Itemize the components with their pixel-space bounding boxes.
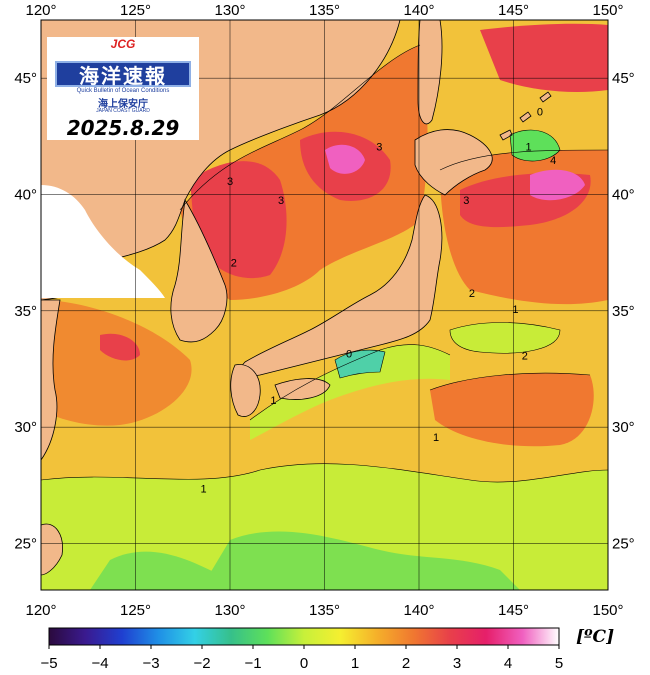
longitude-label-top: 145°: [498, 2, 529, 19]
contour-label: 3: [227, 176, 233, 188]
logo-subtitle: Quick Bulletin of Ocean Conditions: [76, 88, 170, 94]
contour-labels: 3 3 3 3 2 2 2 1 1 1 1 0 0 1 4: [200, 106, 556, 495]
latitude-label-right: 40°: [612, 186, 635, 203]
contour-label: 1: [526, 141, 532, 153]
longitude-label-bottom: 130°: [214, 602, 245, 619]
anomaly-region-okhotsk-warm: [480, 23, 608, 92]
anomaly-region-pacific-southeast: [430, 373, 594, 447]
colorbar-tick-label: −4: [91, 655, 108, 672]
contour-label: 2: [469, 288, 475, 300]
logo-jcg-mark: JCG: [110, 37, 136, 51]
contour-label: 3: [278, 195, 284, 207]
longitude-label-top: 135°: [309, 2, 340, 19]
anomaly-region-south-green: [200, 531, 520, 590]
no-data-region: [41, 185, 165, 298]
latitude-label-left: 40°: [14, 186, 37, 203]
longitude-label-top: 150°: [592, 2, 623, 19]
longitude-label-bottom: 120°: [25, 602, 56, 619]
anomaly-region-yellow-sea-warm: [190, 161, 287, 279]
land-kuril-2: [519, 111, 532, 123]
colorbar: −5 −4 −3 −2 −1 0 1 2 3 4 5: [40, 627, 563, 672]
contour-label: 3: [376, 141, 382, 153]
contour-label: 1: [200, 483, 206, 495]
colorbar-unit: [ºC]: [576, 627, 615, 647]
contour-label: 2: [231, 258, 237, 270]
anomaly-region-oyashio-hot: [530, 169, 585, 201]
land-korea: [170, 198, 228, 343]
contour-label: 0: [346, 348, 352, 360]
contour-label: 3: [463, 195, 469, 207]
land-kuril-3: [539, 91, 552, 103]
contour-label: 1: [512, 304, 518, 316]
map-area: 3 3 3 3 2 2 2 1 1 1 1 0 0 1 4: [41, 20, 608, 590]
latitude-label-right: 35°: [612, 303, 635, 320]
latitude-label-right: 45°: [612, 70, 635, 87]
land-kyushu: [230, 364, 261, 417]
longitude-label-bottom: 125°: [120, 602, 151, 619]
longitude-label-bottom: 140°: [403, 602, 434, 619]
colorbar-tick-label: 0: [300, 655, 308, 672]
latitude-label-left: 25°: [14, 535, 37, 552]
colorbar-tick-label: 4: [504, 655, 512, 672]
latitude-label-right: 30°: [612, 419, 635, 436]
land-taiwan: [41, 523, 63, 576]
colorbar-tick-label: 1: [351, 655, 359, 672]
contour-label: 0: [537, 106, 543, 118]
anomaly-region-sw-green: [90, 551, 220, 590]
longitude-label-bottom: 150°: [592, 602, 623, 619]
land-honshu: [240, 194, 443, 377]
anomaly-region-kuroshio: [250, 344, 450, 440]
longitude-label-top: 130°: [214, 2, 245, 19]
land-china-coast: [41, 299, 61, 461]
colorbar-tick-label: −1: [244, 655, 261, 672]
longitude-labels-bottom: 120° 125° 130° 135° 140° 145° 150°: [25, 602, 623, 619]
colorbar-tick-label: 2: [402, 655, 410, 672]
logo-agency: 海上保安庁: [98, 99, 148, 110]
longitude-label-top: 125°: [120, 2, 151, 19]
anomaly-region-ecs-warm-spot: [100, 333, 140, 361]
contour-label: 2: [522, 351, 528, 363]
land-sakhalin: [417, 20, 443, 125]
anomaly-region-pacific-mid: [450, 322, 560, 354]
logo-agency-en: JAPAN COAST GUARD: [96, 108, 150, 114]
anomaly-region-japan-sea-hot: [325, 144, 365, 174]
latitude-labels-left: 45° 40° 35° 30° 25°: [14, 70, 37, 552]
latitude-label-left: 30°: [14, 419, 37, 436]
longitude-labels-top: 120° 125° 130° 135° 140° 145° 150°: [25, 2, 623, 19]
colorbar-tick-label: −5: [40, 655, 57, 672]
land-hokkaido: [414, 129, 493, 196]
anomaly-region-cold-spot-north: [510, 130, 560, 162]
longitude-label-top: 140°: [403, 2, 434, 19]
map-frame: [40, 19, 609, 591]
latitude-label-left: 35°: [14, 303, 37, 320]
colorbar-tick-label: 3: [453, 655, 461, 672]
map-date: 2025.8.29: [66, 116, 180, 140]
latitude-label-left: 45°: [14, 70, 37, 87]
colorbar-tick-label: −2: [193, 655, 210, 672]
longitude-label-top: 120°: [25, 2, 56, 19]
contour-lines: [41, 44, 608, 483]
latitude-label-right: 25°: [612, 535, 635, 552]
colorbar-scale: [48, 627, 560, 646]
jcg-logo: JCG 海洋速報 Quick Bulletin of Ocean Conditi…: [47, 37, 199, 140]
colorbar-tick-label: −3: [142, 655, 159, 672]
logo-title: 海洋速報: [55, 61, 191, 88]
contour-label: 4: [550, 155, 556, 167]
colorbar-ticks: −5 −4 −3 −2 −1 0 1 2 3 4 5: [40, 645, 563, 672]
longitude-label-bottom: 135°: [309, 602, 340, 619]
anomaly-region-cold-spot-south: [335, 350, 385, 378]
longitude-label-bottom: 145°: [498, 602, 529, 619]
colorbar-tick-label: 5: [555, 655, 563, 672]
anomaly-region-east-china-sea: [41, 300, 192, 426]
latitude-labels-right: 45° 40° 35° 30° 25°: [612, 70, 635, 552]
contour-label: 1: [270, 395, 276, 407]
contour-label: 1: [433, 432, 439, 444]
land-kuril-1: [499, 129, 513, 141]
